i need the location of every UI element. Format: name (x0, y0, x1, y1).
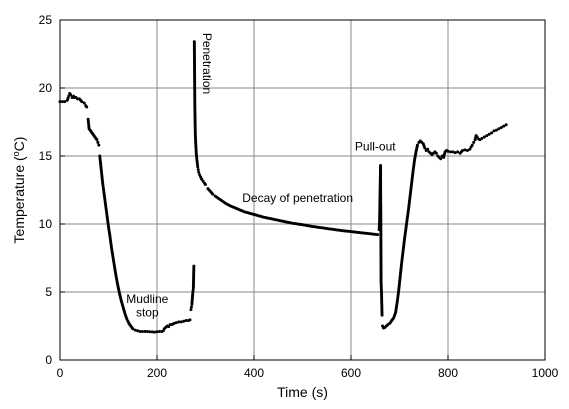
data-point (502, 124, 506, 128)
y-axis-label: Temperature (oC) (11, 137, 27, 244)
data-point (456, 150, 460, 154)
data-point (145, 329, 149, 333)
data-point (95, 138, 99, 142)
data-point (82, 101, 86, 105)
data-point (492, 129, 496, 133)
data-point (188, 318, 192, 322)
data-point (143, 329, 147, 333)
data-series (58, 40, 508, 334)
data-point (434, 151, 438, 155)
data-point (485, 134, 489, 138)
data-point (136, 329, 140, 333)
data-point (174, 321, 178, 325)
data-point (138, 329, 142, 333)
data-point (182, 319, 186, 323)
annotation-label: Penetration (200, 33, 214, 94)
data-point (504, 123, 508, 127)
data-point (131, 327, 135, 331)
data-point (85, 105, 89, 109)
data-point (451, 150, 455, 154)
x-tick-label: 1000 (532, 366, 559, 380)
annotation-label: Mudline (126, 292, 168, 306)
data-point (472, 140, 476, 144)
data-point (150, 330, 154, 334)
x-tick-label: 400 (244, 366, 264, 380)
data-point (461, 149, 465, 153)
data-point (192, 264, 196, 268)
y-axis-ticks: 0 5 10 15 20 25 (39, 13, 65, 367)
annotation-label: Pull-out (355, 140, 396, 154)
data-point (497, 127, 501, 131)
data-point (140, 329, 144, 333)
data-point (60, 100, 64, 104)
data-point (463, 148, 467, 152)
data-point (499, 125, 503, 129)
data-point (423, 146, 427, 150)
y-tick-label: 0 (45, 353, 52, 367)
x-tick-label: 600 (341, 366, 361, 380)
data-point (97, 143, 101, 147)
data-point (189, 308, 193, 312)
y-axis-label-main: Temperature ( (11, 156, 27, 243)
data-point (157, 329, 161, 333)
data-point (490, 131, 494, 135)
data-point (69, 93, 73, 97)
data-point (153, 330, 157, 334)
data-point (184, 319, 188, 323)
data-point (453, 151, 457, 155)
data-point (196, 165, 200, 169)
data-point (415, 143, 419, 147)
data-point (80, 100, 84, 104)
data-point (376, 233, 380, 237)
data-point (439, 157, 443, 161)
y-tick-label: 15 (39, 149, 53, 163)
data-point (480, 136, 484, 140)
data-point (197, 170, 201, 174)
data-point (465, 149, 469, 153)
data-point (196, 168, 200, 172)
x-axis-label: Time (s) (277, 384, 328, 400)
data-point (426, 147, 430, 151)
y-tick-label: 10 (39, 217, 53, 231)
annotations: Penetration Decay of penetration Pull-out M… (126, 33, 396, 320)
y-axis-label-unit: C) (11, 137, 27, 152)
y-tick-label: 20 (39, 81, 53, 95)
data-point (189, 305, 193, 309)
data-point (446, 149, 450, 153)
y-tick-label: 5 (45, 285, 52, 299)
data-point (96, 140, 100, 144)
data-point (470, 143, 474, 147)
y-axis-label-degree: o (11, 151, 21, 156)
data-point (179, 320, 183, 324)
data-point (133, 328, 137, 332)
y-tick-label: 25 (39, 13, 53, 27)
annotation-label: Decay of penetration (242, 191, 353, 205)
data-point (487, 132, 491, 136)
data-point (177, 320, 181, 324)
plot-frame (59, 19, 546, 361)
data-point (482, 135, 486, 139)
data-point (495, 128, 498, 132)
x-tick-label: 800 (438, 366, 458, 380)
data-point (155, 330, 159, 334)
grid (60, 20, 545, 360)
data-point (63, 100, 67, 104)
data-point (448, 150, 452, 154)
data-point (148, 330, 152, 334)
x-tick-label: 0 (57, 366, 64, 380)
data-point (211, 192, 215, 196)
x-tick-label: 200 (147, 366, 167, 380)
data-point (380, 313, 384, 317)
annotation-label: stop (136, 305, 159, 319)
data-point (204, 183, 207, 187)
x-axis-ticks: 0 200 400 600 800 1000 (57, 355, 559, 380)
